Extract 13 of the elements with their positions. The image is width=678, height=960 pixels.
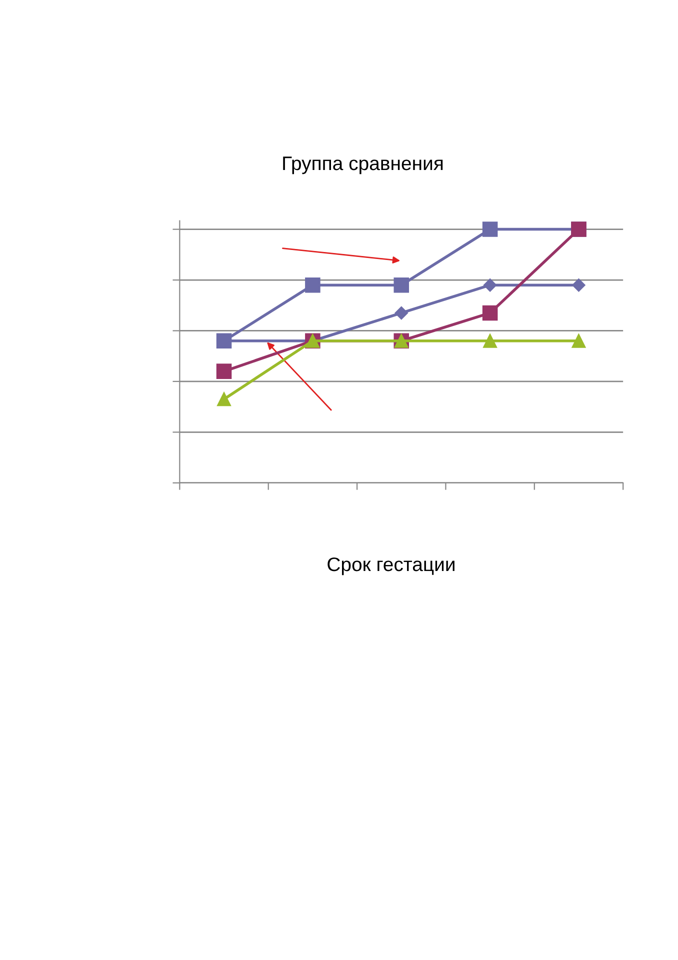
point (482, 222, 498, 237)
chart-title: Группа сравнения (283, 156, 443, 174)
point (482, 305, 498, 321)
x-axis-title: Срок гестации (328, 557, 454, 576)
point (394, 306, 408, 320)
point (483, 334, 498, 348)
point (217, 392, 231, 406)
point (216, 364, 232, 379)
point (394, 277, 410, 293)
point (483, 278, 497, 292)
point (572, 278, 586, 292)
point (305, 277, 320, 293)
point (572, 334, 586, 348)
